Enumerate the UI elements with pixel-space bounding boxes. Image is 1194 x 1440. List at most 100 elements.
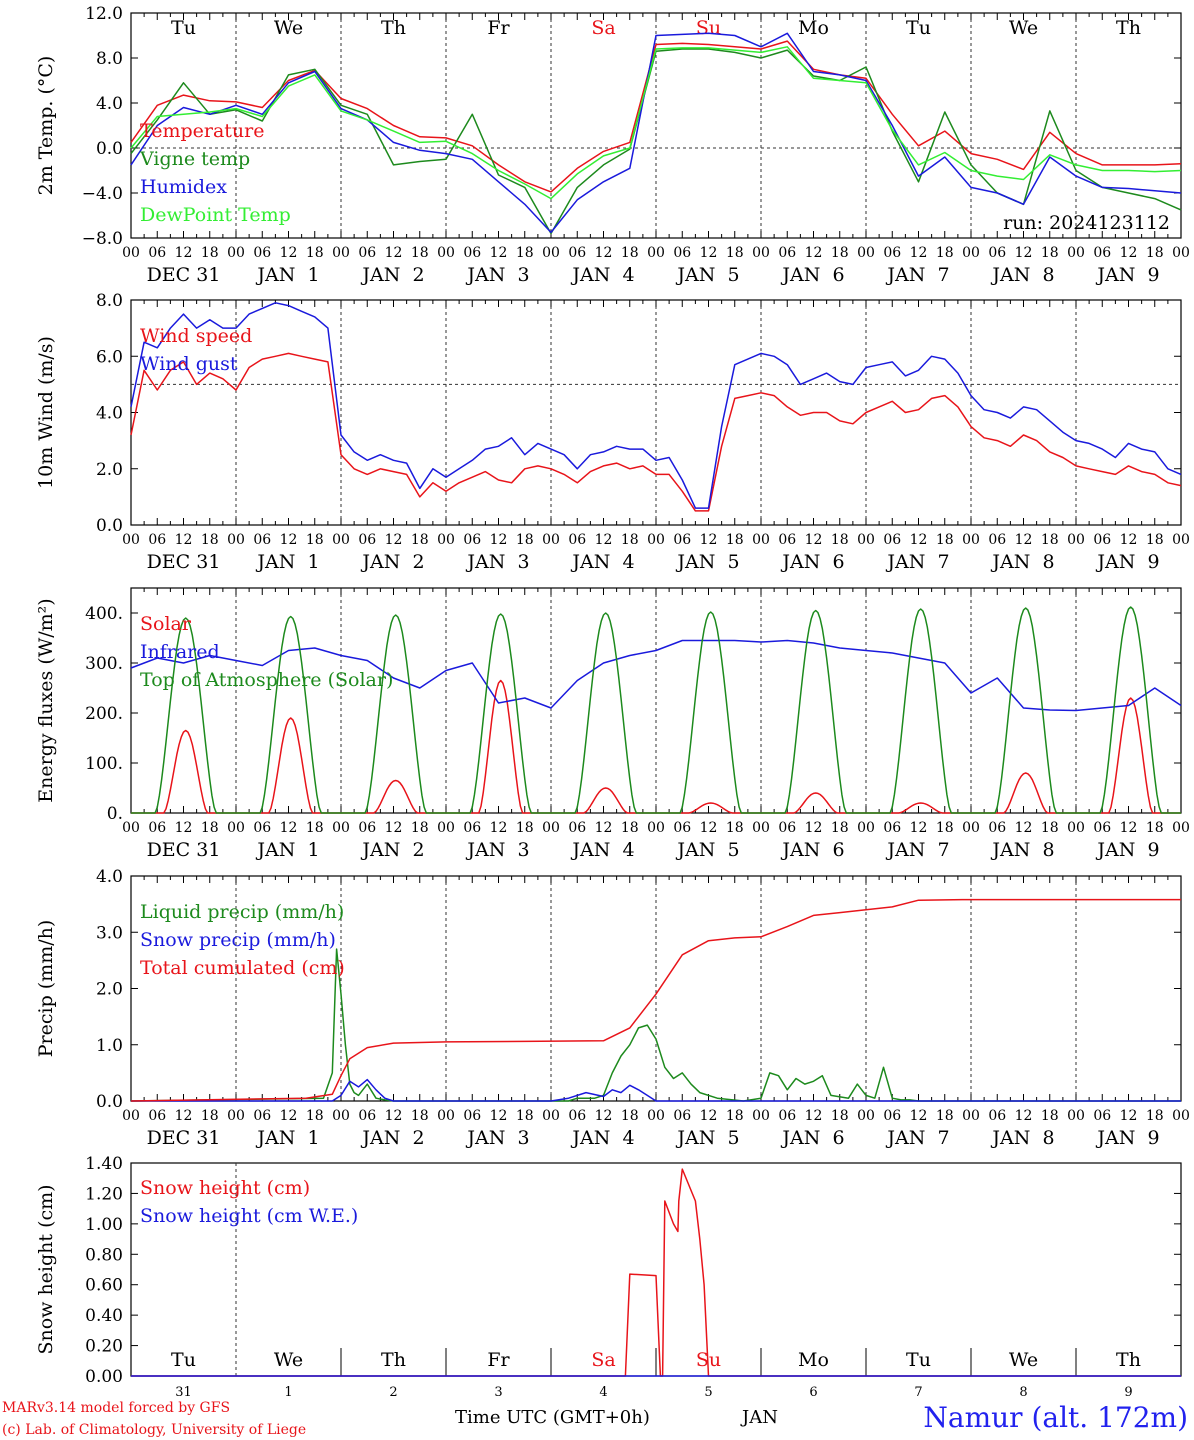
hour-label: 00 xyxy=(122,820,140,836)
y-tick-label: 200. xyxy=(85,704,123,724)
hour-label: 06 xyxy=(1093,820,1111,836)
y-tick-label: 8.0 xyxy=(96,291,123,311)
date-label: JAN 7 xyxy=(885,1127,949,1149)
hour-label: 06 xyxy=(568,820,586,836)
hour-label: 00 xyxy=(1172,820,1190,836)
hour-label: 18 xyxy=(411,820,429,836)
hour-label: 06 xyxy=(148,245,166,261)
hour-label: 12 xyxy=(910,820,928,836)
hour-label: 12 xyxy=(280,532,298,548)
hour-label: 00 xyxy=(857,1108,875,1124)
y-tick-label: 2.0 xyxy=(96,980,123,1000)
hour-label: 06 xyxy=(673,820,691,836)
hour-label: 18 xyxy=(1146,245,1164,261)
day-name-label: Mo xyxy=(798,17,829,39)
day-number-label: 4 xyxy=(599,1385,607,1400)
date-label: JAN 5 xyxy=(675,1127,739,1149)
credit-line-1: MARv3.14 model forced by GFS xyxy=(2,1400,230,1416)
hour-label: 06 xyxy=(778,532,796,548)
hour-label: 18 xyxy=(516,1108,534,1124)
hour-label: 12 xyxy=(280,245,298,261)
legend-entry: Humidex xyxy=(140,176,227,198)
hour-label: 18 xyxy=(1041,245,1059,261)
y-tick-label: 0.20 xyxy=(85,1337,123,1357)
legend-entry: Snow height (cm) xyxy=(140,1177,310,1199)
hour-label: 18 xyxy=(831,245,849,261)
hour-label: 00 xyxy=(1172,245,1190,261)
y-tick-label: 2.0 xyxy=(96,460,123,480)
day-number-label: 6 xyxy=(809,1385,817,1400)
hour-label: 12 xyxy=(175,1108,193,1124)
date-label: JAN 8 xyxy=(990,264,1054,286)
hour-label: 00 xyxy=(542,245,560,261)
date-label: JAN 1 xyxy=(255,1127,319,1149)
hour-label: 00 xyxy=(752,245,770,261)
hour-label: 06 xyxy=(988,820,1006,836)
hour-label: 12 xyxy=(700,1108,718,1124)
hour-label: 18 xyxy=(1041,820,1059,836)
y-tick-label: 400. xyxy=(85,604,123,624)
hour-label: 00 xyxy=(122,245,140,261)
hour-label: 12 xyxy=(1120,532,1138,548)
hour-label: 18 xyxy=(936,820,954,836)
y-tick-label: 4.0 xyxy=(96,94,123,114)
hour-label: 12 xyxy=(700,245,718,261)
legend-entry: Temperature xyxy=(140,120,264,142)
series-line-wind-speed xyxy=(130,352,1182,512)
day-name-label: Th xyxy=(381,17,406,39)
series-line-humidex xyxy=(130,32,1182,234)
hour-label: 12 xyxy=(595,820,613,836)
y-tick-label: 0.00 xyxy=(85,1367,123,1387)
hour-label: 12 xyxy=(805,532,823,548)
series-line-total-cumulated-cm- xyxy=(130,898,1181,1102)
hour-label: 12 xyxy=(175,245,193,261)
date-label: DEC 31 xyxy=(147,1127,221,1149)
hour-label: 00 xyxy=(1067,245,1085,261)
hour-label: 12 xyxy=(385,245,403,261)
y-tick-label: −8.0 xyxy=(82,229,123,249)
legend-entry: Snow precip (mm/h) xyxy=(140,929,336,951)
day-name-label: Tu xyxy=(906,17,931,39)
series-group xyxy=(130,898,1181,1102)
date-label: JAN 4 xyxy=(570,839,634,861)
y-axis-label: Precip (mm/h) xyxy=(35,920,57,1058)
day-number-label: 7 xyxy=(914,1385,922,1400)
hour-label: 00 xyxy=(227,245,245,261)
date-label: JAN 8 xyxy=(990,839,1054,861)
legend-entry: Wind speed xyxy=(140,325,252,347)
hour-label: 00 xyxy=(962,820,980,836)
day-name-label: We xyxy=(1009,17,1038,39)
hour-label: 06 xyxy=(988,532,1006,548)
hour-label: 00 xyxy=(122,1108,140,1124)
date-label: DEC 31 xyxy=(147,551,221,573)
day-name-label: Sa xyxy=(591,1349,615,1371)
series-line-snow-height-cm- xyxy=(131,1168,1181,1377)
day-number-label: 31 xyxy=(175,1385,192,1400)
date-label: JAN 1 xyxy=(255,551,319,573)
hour-label: 12 xyxy=(1120,1108,1138,1124)
y-tick-label: 0.0 xyxy=(96,1092,123,1112)
series-line-snow-precip-mm-h- xyxy=(131,1078,1181,1102)
date-label: JAN 5 xyxy=(675,551,739,573)
hour-label: 06 xyxy=(778,245,796,261)
date-label: JAN 8 xyxy=(990,1127,1054,1149)
hour-label: 18 xyxy=(306,532,324,548)
day-name-label: Sa xyxy=(591,17,615,39)
hour-label: 12 xyxy=(595,245,613,261)
date-label: JAN 9 xyxy=(1095,839,1159,861)
day-name-label: Mo xyxy=(798,1349,829,1371)
hour-label: 00 xyxy=(437,820,455,836)
hour-label: 06 xyxy=(463,820,481,836)
day-number-label: 3 xyxy=(494,1385,502,1400)
hour-label: 18 xyxy=(306,245,324,261)
y-tick-label: 6.0 xyxy=(96,347,123,367)
series-line-wind-gust xyxy=(130,302,1182,509)
hour-label: 12 xyxy=(175,820,193,836)
hour-label: 06 xyxy=(358,820,376,836)
hour-label: 00 xyxy=(332,532,350,548)
hour-label: 00 xyxy=(752,1108,770,1124)
hour-label: 18 xyxy=(936,532,954,548)
hour-label: 18 xyxy=(1146,820,1164,836)
legend-entry: Liquid precip (mm/h) xyxy=(140,901,344,923)
hour-label: 12 xyxy=(175,532,193,548)
